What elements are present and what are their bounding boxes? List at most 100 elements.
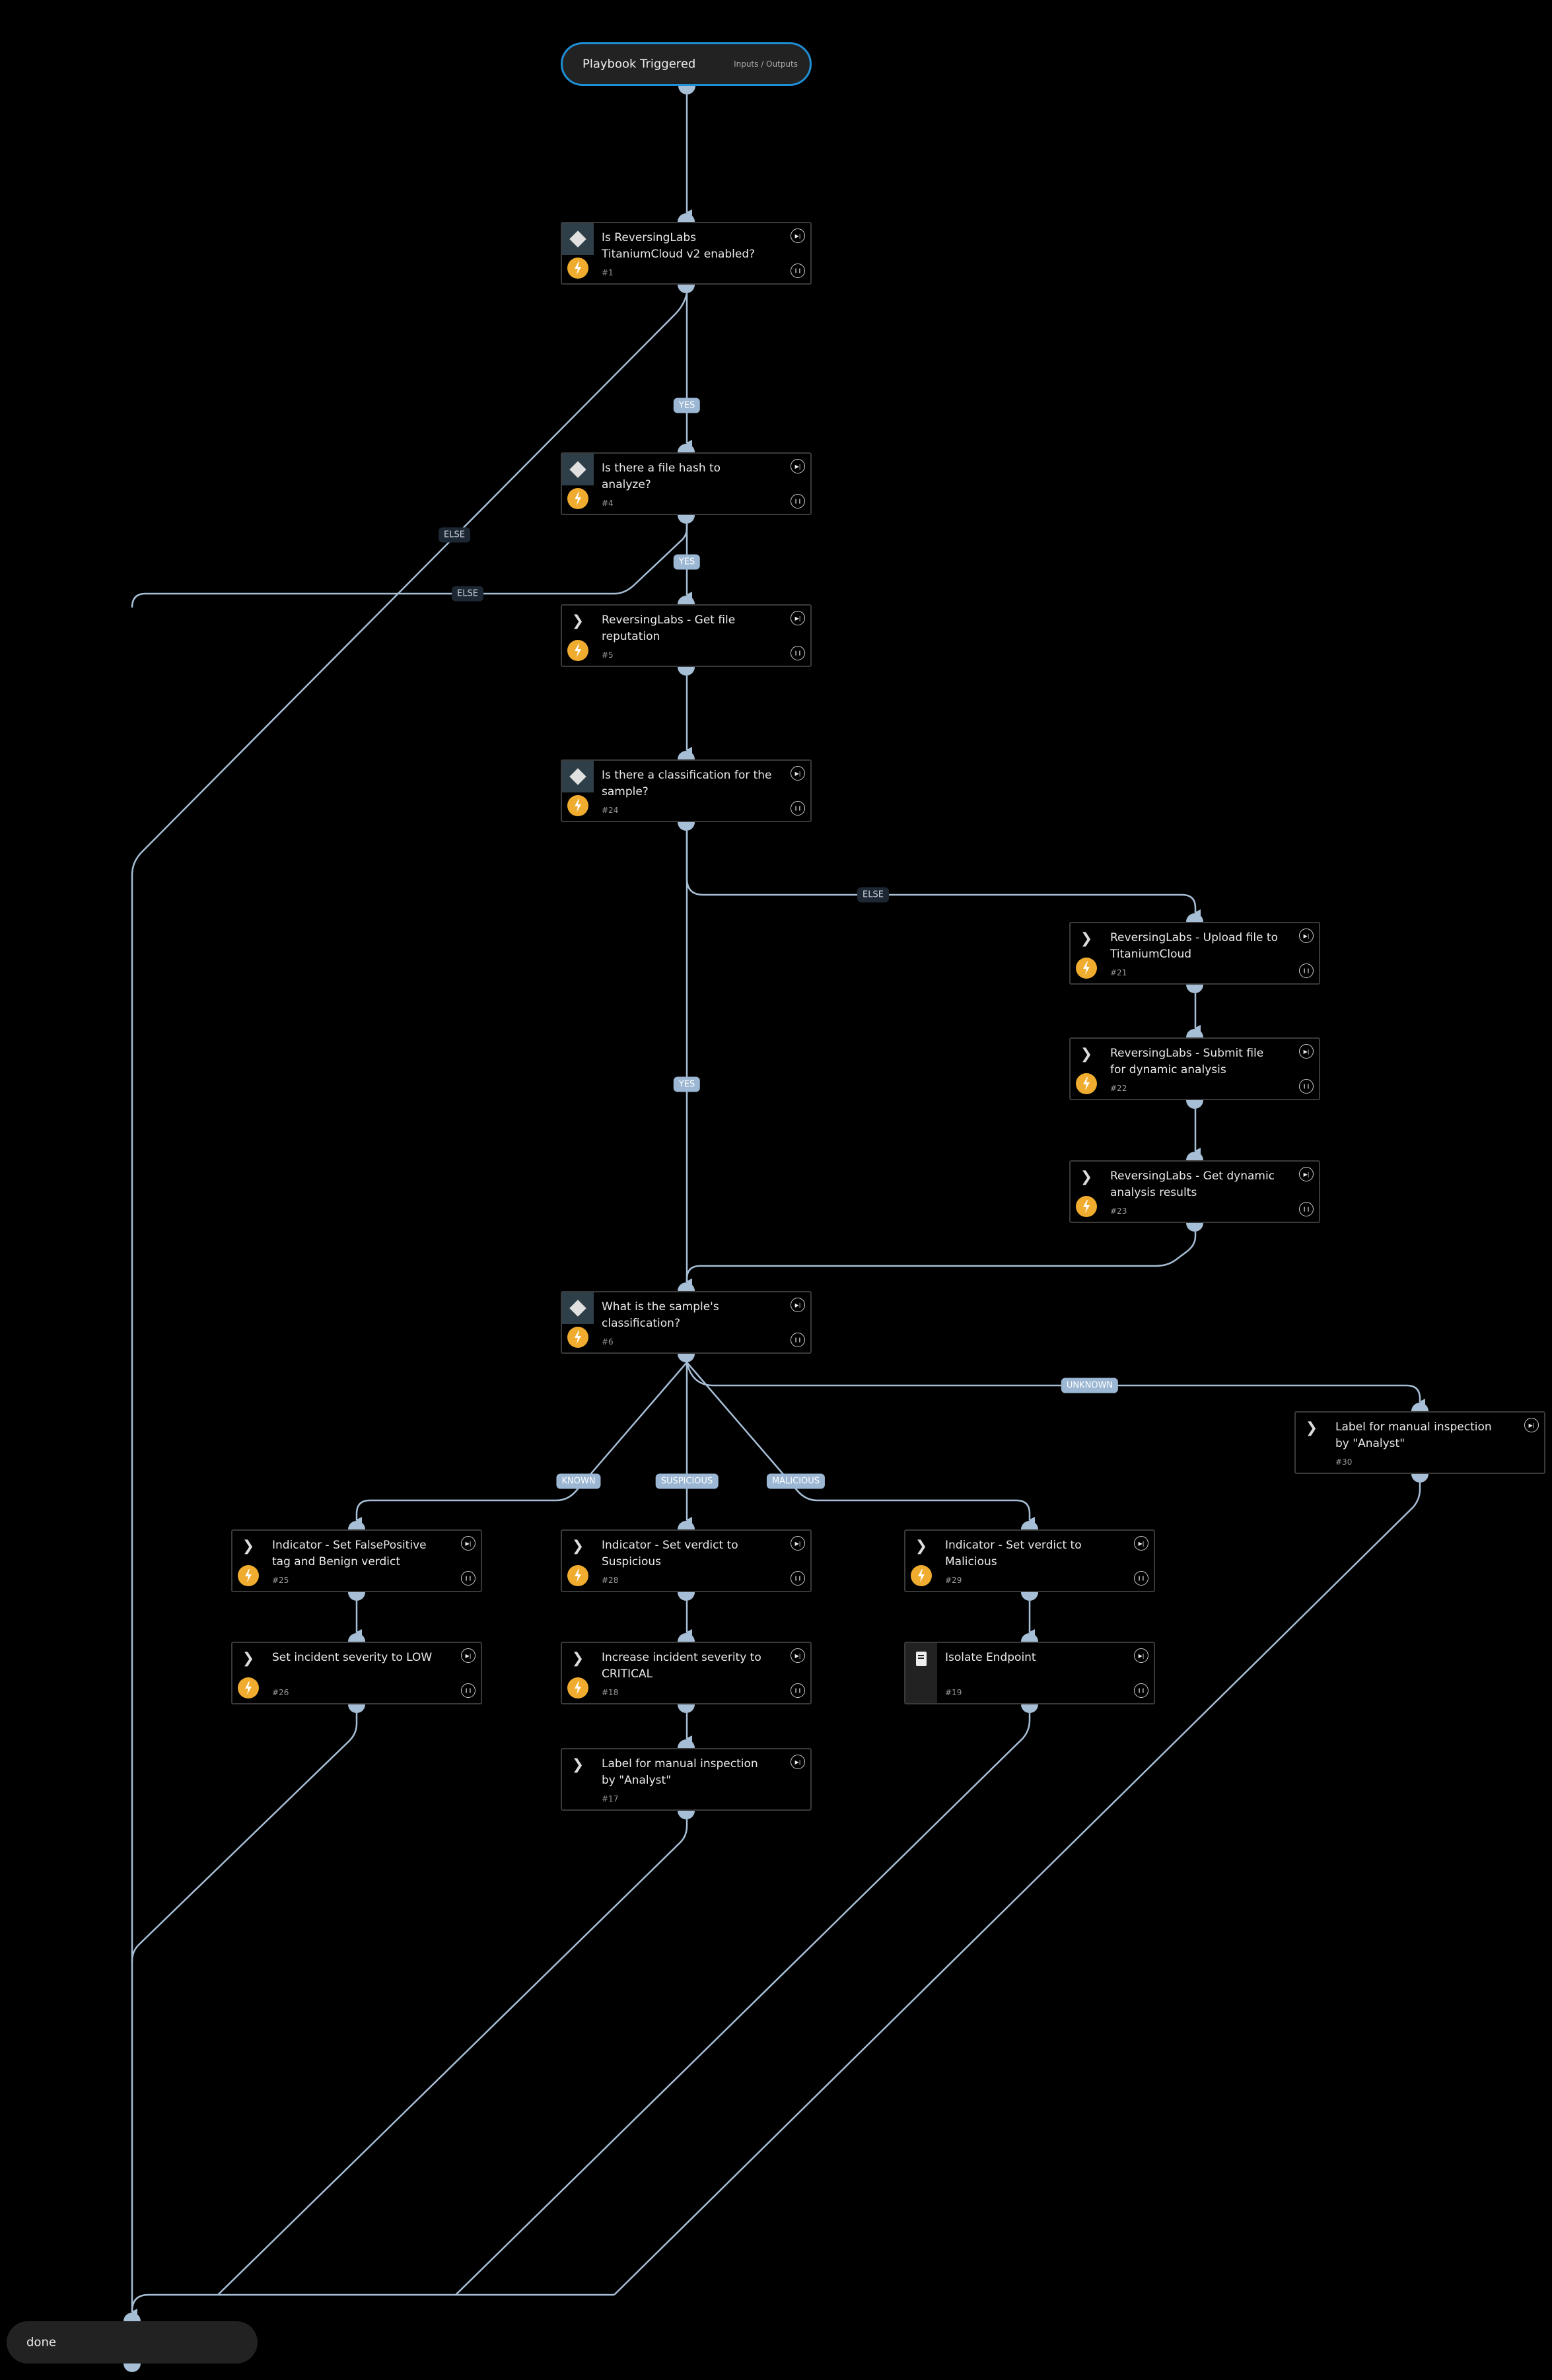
skip-icon[interactable]: ▶|	[461, 1648, 476, 1663]
task-node-6[interactable]: What is the sample's classification? #6 ▶|…	[561, 1291, 812, 1354]
chevron-icon: ❯	[571, 613, 584, 629]
task-number: #6	[602, 1337, 614, 1347]
task-title: ReversingLabs - Submit file for dynamic …	[1110, 1047, 1264, 1076]
pause-icon[interactable]: ❙❙	[1299, 1202, 1314, 1216]
pause-icon[interactable]: ❙❙	[1134, 1683, 1148, 1698]
skip-icon[interactable]: ▶|	[1299, 1167, 1314, 1181]
playbook-triggered-node[interactable]: Playbook Triggered Inputs / Outputs	[561, 42, 812, 86]
chevron-icon: ❯	[1080, 930, 1093, 947]
edge-connector	[355, 1362, 688, 1523]
edge-connector	[131, 524, 688, 608]
pause-icon[interactable]: ❙❙	[791, 646, 805, 660]
skip-icon[interactable]: ▶|	[1299, 928, 1314, 943]
task-node-21[interactable]: ❯ ReversingLabs - Upload file to Titanium…	[1069, 922, 1320, 985]
lightning-bolt-icon	[567, 1327, 588, 1348]
pause-icon[interactable]: ❙❙	[791, 1333, 805, 1347]
lightning-bolt-icon	[1076, 1196, 1097, 1217]
task-node-28[interactable]: ❯ Indicator - Set verdict to Suspicious #2…	[561, 1529, 812, 1592]
skip-icon[interactable]: ▶|	[461, 1536, 476, 1551]
skip-icon[interactable]: ▶|	[791, 1298, 805, 1312]
edge-label-yes[interactable]: YES	[673, 554, 701, 570]
task-number: #26	[272, 1688, 289, 1697]
chevron-icon: ❯	[1080, 1046, 1093, 1063]
skip-icon[interactable]: ▶|	[791, 611, 805, 625]
start-title: Playbook Triggered	[582, 57, 696, 71]
task-title: Set incident severity to LOW	[272, 1651, 433, 1664]
task-node-24[interactable]: Is there a classification for the sample…	[561, 759, 812, 822]
skip-icon[interactable]: ▶|	[791, 459, 805, 473]
pause-icon[interactable]: ❙❙	[791, 801, 805, 816]
skip-icon[interactable]: ▶|	[791, 228, 805, 243]
task-node-23[interactable]: ❯ ReversingLabs - Get dynamic analysis re…	[1069, 1160, 1320, 1223]
task-node-5[interactable]: ❯ ReversingLabs - Get file reputation #5 ▶|…	[561, 604, 812, 667]
edge-connector	[131, 1713, 358, 1962]
skip-icon[interactable]: ▶|	[1299, 1044, 1314, 1059]
task-number: #21	[1110, 968, 1127, 977]
pause-icon[interactable]: ❙❙	[791, 1571, 805, 1586]
edge-connector	[686, 1362, 1425, 1405]
task-node-1[interactable]: Is ReversingLabs TitaniumCloud v2 enable…	[561, 222, 812, 285]
pause-icon[interactable]: ❙❙	[461, 1683, 476, 1698]
skip-icon[interactable]: ▶|	[1524, 1418, 1539, 1432]
lightning-bolt-icon	[567, 1677, 588, 1698]
edge-connector	[686, 1362, 1035, 1523]
task-node-29[interactable]: ❯ Indicator - Set verdict to Malicious #29…	[904, 1529, 1155, 1592]
pause-icon[interactable]: ❙❙	[1299, 963, 1314, 978]
skip-icon[interactable]: ▶|	[791, 766, 805, 781]
skip-icon[interactable]: ▶|	[791, 1755, 805, 1769]
edge-label-else[interactable]: ELSE	[439, 527, 470, 543]
task-number: #22	[1110, 1084, 1127, 1093]
edge-label-suspicious[interactable]: SUSPICIOUS	[655, 1473, 719, 1489]
edge-connector	[614, 1483, 1421, 2295]
lightning-bolt-icon	[567, 488, 588, 509]
diamond-icon	[562, 223, 594, 255]
task-number: #30	[1335, 1457, 1353, 1467]
book-icon	[905, 1643, 937, 1675]
edge-label-known[interactable]: KNOWN	[556, 1473, 601, 1489]
edge-label-else[interactable]: ELSE	[452, 586, 483, 602]
chevron-icon: ❯	[1305, 1420, 1318, 1436]
chevron-icon: ❯	[242, 1650, 255, 1667]
skip-icon[interactable]: ▶|	[1134, 1536, 1148, 1551]
lightning-bolt-icon	[1076, 958, 1097, 979]
task-node-25[interactable]: ❯ Indicator - Set FalsePositive tag and B…	[231, 1529, 482, 1592]
done-node[interactable]: done	[7, 2321, 258, 2363]
task-title: Indicator - Set FalsePositive tag and Be…	[272, 1539, 427, 1568]
skip-icon[interactable]: ▶|	[1134, 1648, 1148, 1663]
lightning-bolt-icon	[567, 258, 588, 279]
chevron-icon: ❯	[571, 1650, 584, 1667]
task-number: #19	[945, 1688, 962, 1697]
edge-label-malicious[interactable]: MALICIOUS	[766, 1473, 826, 1489]
edge-label-yes[interactable]: YES	[673, 1076, 701, 1092]
edge-connector	[686, 1232, 1197, 1285]
skip-icon[interactable]: ▶|	[791, 1648, 805, 1663]
edge-label-else[interactable]: ELSE	[857, 887, 889, 903]
task-node-4[interactable]: Is there a file hash to analyze? #4 ▶| ❙❙	[561, 452, 812, 515]
task-node-30[interactable]: ❯ Label for manual inspection by "Analyst…	[1294, 1411, 1545, 1474]
done-title: done	[26, 2335, 56, 2350]
task-node-26[interactable]: ❯ Set incident severity to LOW #26 ▶| ❙❙	[231, 1642, 482, 1704]
pause-icon[interactable]: ❙❙	[791, 263, 805, 278]
task-number: #25	[272, 1576, 289, 1585]
task-title: Increase incident severity to CRITICAL	[602, 1651, 761, 1681]
lightning-bolt-icon	[911, 1565, 932, 1586]
task-number: #1	[602, 268, 614, 277]
task-number: #17	[602, 1794, 619, 1803]
edge-label-unknown[interactable]: UNKNOWN	[1061, 1378, 1119, 1393]
task-node-18[interactable]: ❯ Increase incident severity to CRITICAL #…	[561, 1642, 812, 1704]
inputs-outputs-link[interactable]: Inputs / Outputs	[734, 59, 798, 69]
pause-icon[interactable]: ❙❙	[1299, 1079, 1314, 1094]
chevron-icon: ❯	[1080, 1169, 1093, 1185]
task-number: #4	[602, 499, 614, 508]
task-node-17[interactable]: ❯ Label for manual inspection by "Analyst…	[561, 1748, 812, 1811]
task-node-19[interactable]: Isolate Endpoint #19 ▶| ❙❙	[904, 1642, 1155, 1704]
pause-icon[interactable]: ❙❙	[791, 1683, 805, 1698]
pause-icon[interactable]: ❙❙	[461, 1571, 476, 1586]
edge-label-yes[interactable]: YES	[673, 398, 701, 413]
edge-connector	[131, 2293, 614, 2312]
chevron-icon: ❯	[571, 1757, 584, 1773]
skip-icon[interactable]: ▶|	[791, 1536, 805, 1551]
pause-icon[interactable]: ❙❙	[1134, 1571, 1148, 1586]
task-node-22[interactable]: ❯ ReversingLabs - Submit file for dynamic…	[1069, 1037, 1320, 1100]
pause-icon[interactable]: ❙❙	[791, 494, 805, 508]
